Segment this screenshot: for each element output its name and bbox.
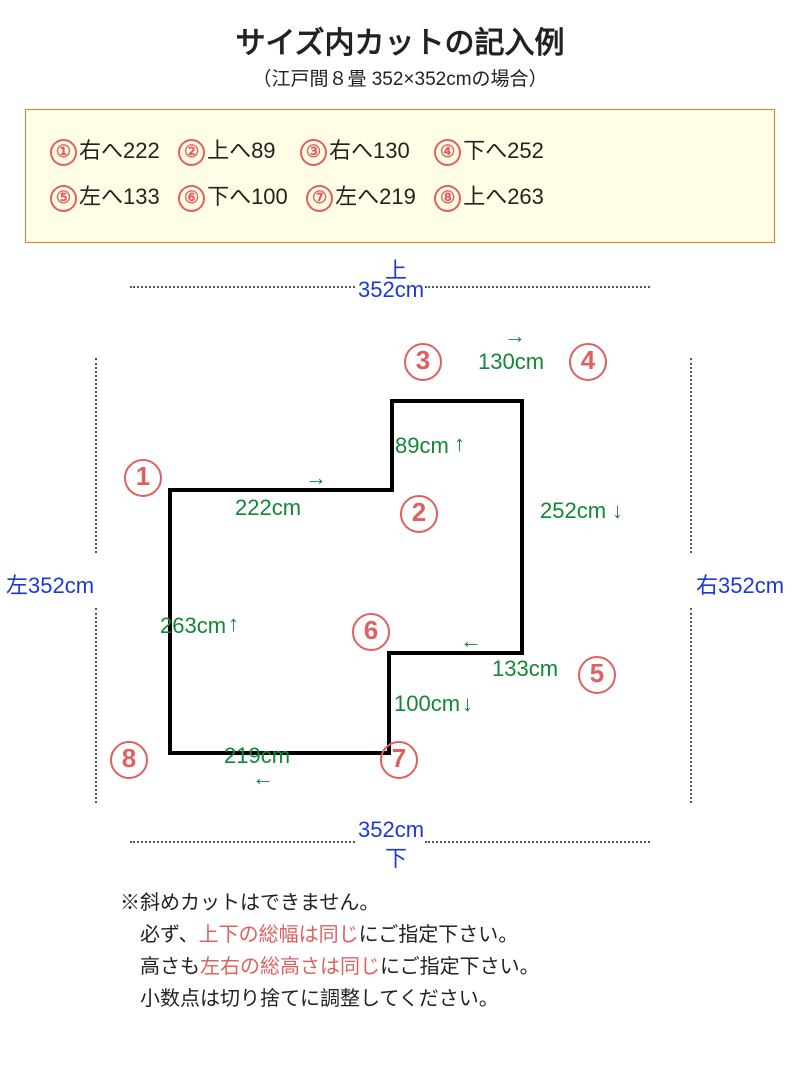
- arrow-1: →: [305, 465, 325, 491]
- page-subtitle: （江戸間８畳 352×352cmの場合）: [0, 64, 800, 91]
- legend-text-5: 左へ133: [79, 184, 160, 209]
- legend-num-4: ④: [434, 139, 461, 166]
- diagram-area: 上 352cm 左352cm 右352cm 352cm 下 1 2 3 4 5 …: [0, 243, 800, 883]
- note-2: 必ず、上下の総幅は同じにご指定下さい。: [140, 919, 800, 951]
- legend-text-7: 左へ219: [335, 184, 416, 209]
- note-1: ※斜めカットはできません。: [120, 887, 800, 919]
- legend-num-7: ⑦: [306, 185, 333, 212]
- arrow-8: ↑: [228, 611, 237, 637]
- note-2c: にご指定下さい。: [359, 924, 519, 946]
- legend-text-3: 右へ130: [329, 138, 410, 163]
- dim-2: 89cm: [395, 433, 449, 459]
- dim-1: 222cm: [235, 495, 301, 521]
- note-2a: 必ず、: [140, 924, 199, 946]
- notes: ※斜めカットはできません。 必ず、上下の総幅は同じにご指定下さい。 高さも左右の…: [120, 887, 800, 1015]
- legend-num-3: ③: [300, 139, 327, 166]
- note-3b: 左右の総高さは同じ: [200, 956, 380, 978]
- legend-box: ①右へ222 ②上へ89 ③右へ130 ④下へ252 ⑤左へ133 ⑥下へ100…: [25, 109, 775, 243]
- dim-6: 100cm: [394, 691, 460, 717]
- dim-5: 133cm: [492, 656, 558, 682]
- dim-4: 252cm: [540, 498, 606, 524]
- legend-text-8: 上へ263: [463, 184, 544, 209]
- page-title: サイズ内カットの記入例: [0, 18, 800, 62]
- note-3: 高さも左右の総高さは同じにご指定下さい。: [140, 951, 800, 983]
- arrow-7: ←: [252, 765, 272, 791]
- legend-num-2: ②: [178, 139, 205, 166]
- legend-num-6: ⑥: [178, 185, 205, 212]
- arrow-3: →: [504, 323, 524, 349]
- dim-8: 263cm: [160, 613, 226, 639]
- legend-text-4: 下へ252: [463, 138, 544, 163]
- note-4: 小数点は切り捨てに調整してください。: [140, 983, 800, 1015]
- legend-text-2: 上へ89: [207, 138, 275, 163]
- legend-num-8: ⑧: [434, 185, 461, 212]
- arrow-4: ↓: [612, 498, 621, 524]
- arrow-2: ↑: [454, 431, 463, 457]
- legend-text-1: 右へ222: [79, 138, 160, 163]
- note-3c: にご指定下さい。: [380, 956, 540, 978]
- dim-3: 130cm: [478, 349, 544, 375]
- arrow-5: ←: [460, 628, 480, 654]
- legend-num-1: ①: [50, 139, 77, 166]
- legend-text-6: 下へ100: [207, 184, 288, 209]
- shape-svg: [0, 243, 800, 883]
- note-2b: 上下の総幅は同じ: [199, 924, 359, 946]
- arrow-6: ↓: [462, 691, 471, 717]
- legend-num-5: ⑤: [50, 185, 77, 212]
- note-3a: 高さも: [140, 956, 200, 978]
